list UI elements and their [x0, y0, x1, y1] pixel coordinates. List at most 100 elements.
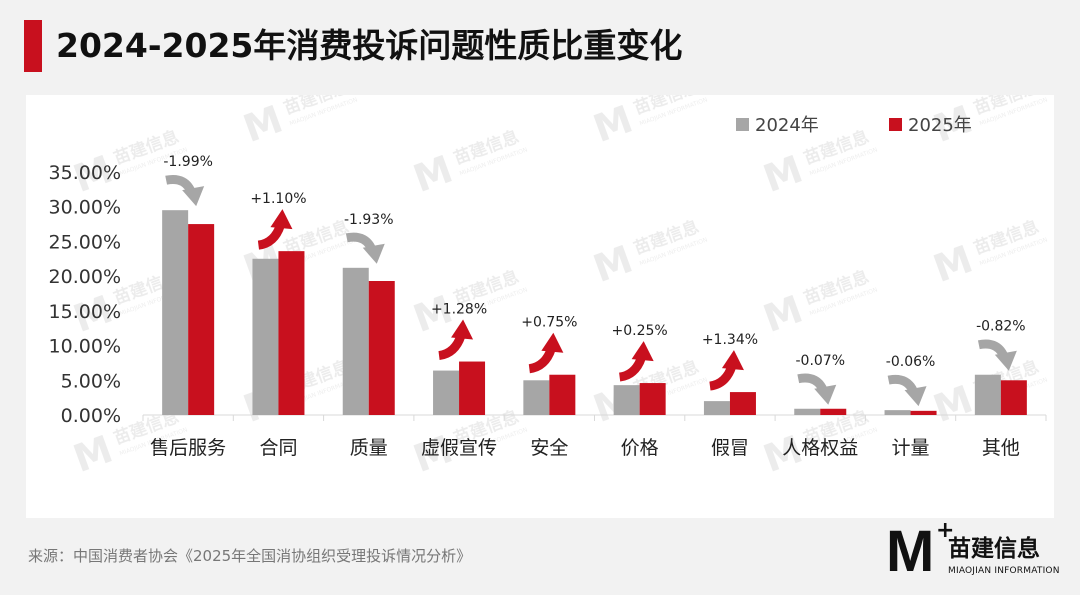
legend-swatch	[889, 118, 902, 131]
change-label: +1.34%	[702, 332, 758, 348]
bar-2025	[368, 281, 395, 415]
bar-2024	[884, 410, 911, 415]
title-accent-bar	[24, 20, 42, 72]
category-label: 假冒	[711, 437, 749, 459]
arrow-shaft	[438, 333, 466, 361]
watermark-mark: M	[758, 287, 809, 341]
change-label: +1.28%	[431, 302, 487, 318]
down-arrow-icon	[887, 374, 927, 407]
watermark-mark: M	[408, 147, 459, 201]
watermark-mark: M	[68, 427, 119, 481]
watermark-mark: M	[928, 377, 979, 431]
change-label: +0.75%	[521, 315, 577, 331]
bar-2024	[974, 374, 1001, 415]
bar-2024	[523, 380, 550, 415]
y-tick-label: 30.00%	[49, 197, 121, 219]
y-tick-label: 15.00%	[49, 301, 121, 323]
change-label: +0.25%	[612, 323, 668, 339]
watermark-mark: M	[928, 237, 979, 291]
legend-label: 2025年	[908, 115, 972, 136]
logo-english: MIAOJIAN INFORMATION	[948, 566, 1060, 576]
change-label: -0.06%	[886, 354, 936, 370]
arrow-shaft	[618, 355, 646, 382]
change-label: -1.93%	[344, 212, 394, 228]
arrow-shaft	[709, 364, 737, 391]
bar-2025	[1000, 380, 1027, 415]
down-arrow-icon	[977, 339, 1017, 371]
bar-2025	[820, 408, 847, 415]
y-tick-label: 0.00%	[61, 405, 121, 427]
y-tick-label: 20.00%	[49, 266, 121, 288]
category-label: 价格	[621, 437, 659, 459]
source-note: 来源：中国消费者协会《2025年全国消协组织受理投诉情况分析》	[28, 547, 472, 565]
y-tick-label: 10.00%	[49, 336, 121, 358]
up-arrow-icon	[709, 350, 744, 391]
bar-2025	[549, 374, 576, 415]
bar-2024	[252, 258, 279, 415]
arrow-head	[362, 243, 385, 264]
bar-2025	[278, 251, 305, 415]
legend: 2024年 2025年	[736, 115, 972, 136]
change-arrows	[165, 175, 1017, 407]
legend-swatch	[736, 118, 749, 131]
arrow-head	[814, 384, 837, 405]
category-label: 虚假宣传	[421, 437, 497, 459]
bar-2024	[433, 370, 460, 415]
chart-panel: M 苗建信息 MIAOJIAN INFORMATION M 苗建信息 MIAOJIAN I…	[26, 95, 1054, 518]
labels: 售后服务 -1.99% 合同 +1.10% 质量 -1.93% 虚假宣传 +1.28% 安全 +0…	[150, 154, 1025, 459]
y-tick-label: 35.00%	[49, 162, 121, 184]
down-arrow-icon	[345, 232, 385, 264]
legend-label: 2024年	[755, 115, 819, 136]
bar-2024	[162, 210, 189, 415]
change-label: -0.07%	[795, 353, 845, 369]
change-label: -0.82%	[976, 319, 1026, 335]
watermark-mark: M	[238, 97, 289, 151]
up-arrow-icon	[528, 332, 564, 374]
watermark-mark: M	[758, 147, 809, 201]
arrow-head	[541, 332, 564, 353]
category-label: 安全	[530, 437, 568, 459]
arrow-head	[994, 350, 1017, 371]
y-tick-label: 5.00%	[61, 370, 121, 392]
bar-2025	[639, 383, 666, 415]
logo-plus: +	[936, 518, 955, 543]
bar-2024	[794, 408, 821, 415]
category-label: 其他	[982, 437, 1020, 459]
arrow-head	[631, 341, 654, 362]
arrow-shaft	[257, 223, 285, 250]
arrow-head	[451, 319, 474, 340]
watermark-mark: M	[588, 237, 639, 291]
bar-2025	[729, 392, 756, 415]
axes: 0.00% 5.00% 10.00% 15.00% 20.00% 25.00% 30.00%…	[49, 162, 1047, 427]
logo-name: 苗建信息	[948, 536, 1040, 562]
bar-2024	[613, 385, 640, 415]
category-label: 质量	[350, 437, 388, 459]
bar-2025	[910, 410, 937, 415]
arrow-head	[182, 186, 205, 207]
bar-2024	[703, 401, 730, 415]
category-label: 计量	[892, 437, 930, 459]
brand-logo: M + 苗建信息 MIAOJIAN INFORMATION	[886, 518, 1059, 584]
y-tick-label: 25.00%	[49, 231, 121, 253]
arrow-head	[270, 209, 293, 230]
logo-mark: M	[886, 519, 935, 584]
arrow-shaft	[528, 347, 556, 374]
category-label: 人格权益	[782, 437, 858, 459]
bars	[162, 210, 1027, 415]
bar-2025	[188, 224, 215, 415]
category-label: 合同	[259, 437, 297, 459]
arrow-head	[721, 350, 744, 371]
arrow-head	[904, 386, 927, 407]
chart-title: 2024-2025年消费投诉问题性质比重变化	[56, 26, 683, 65]
up-arrow-icon	[438, 319, 474, 361]
category-label: 售后服务	[150, 437, 226, 459]
up-arrow-icon	[257, 209, 293, 250]
change-label: -1.99%	[163, 154, 213, 170]
